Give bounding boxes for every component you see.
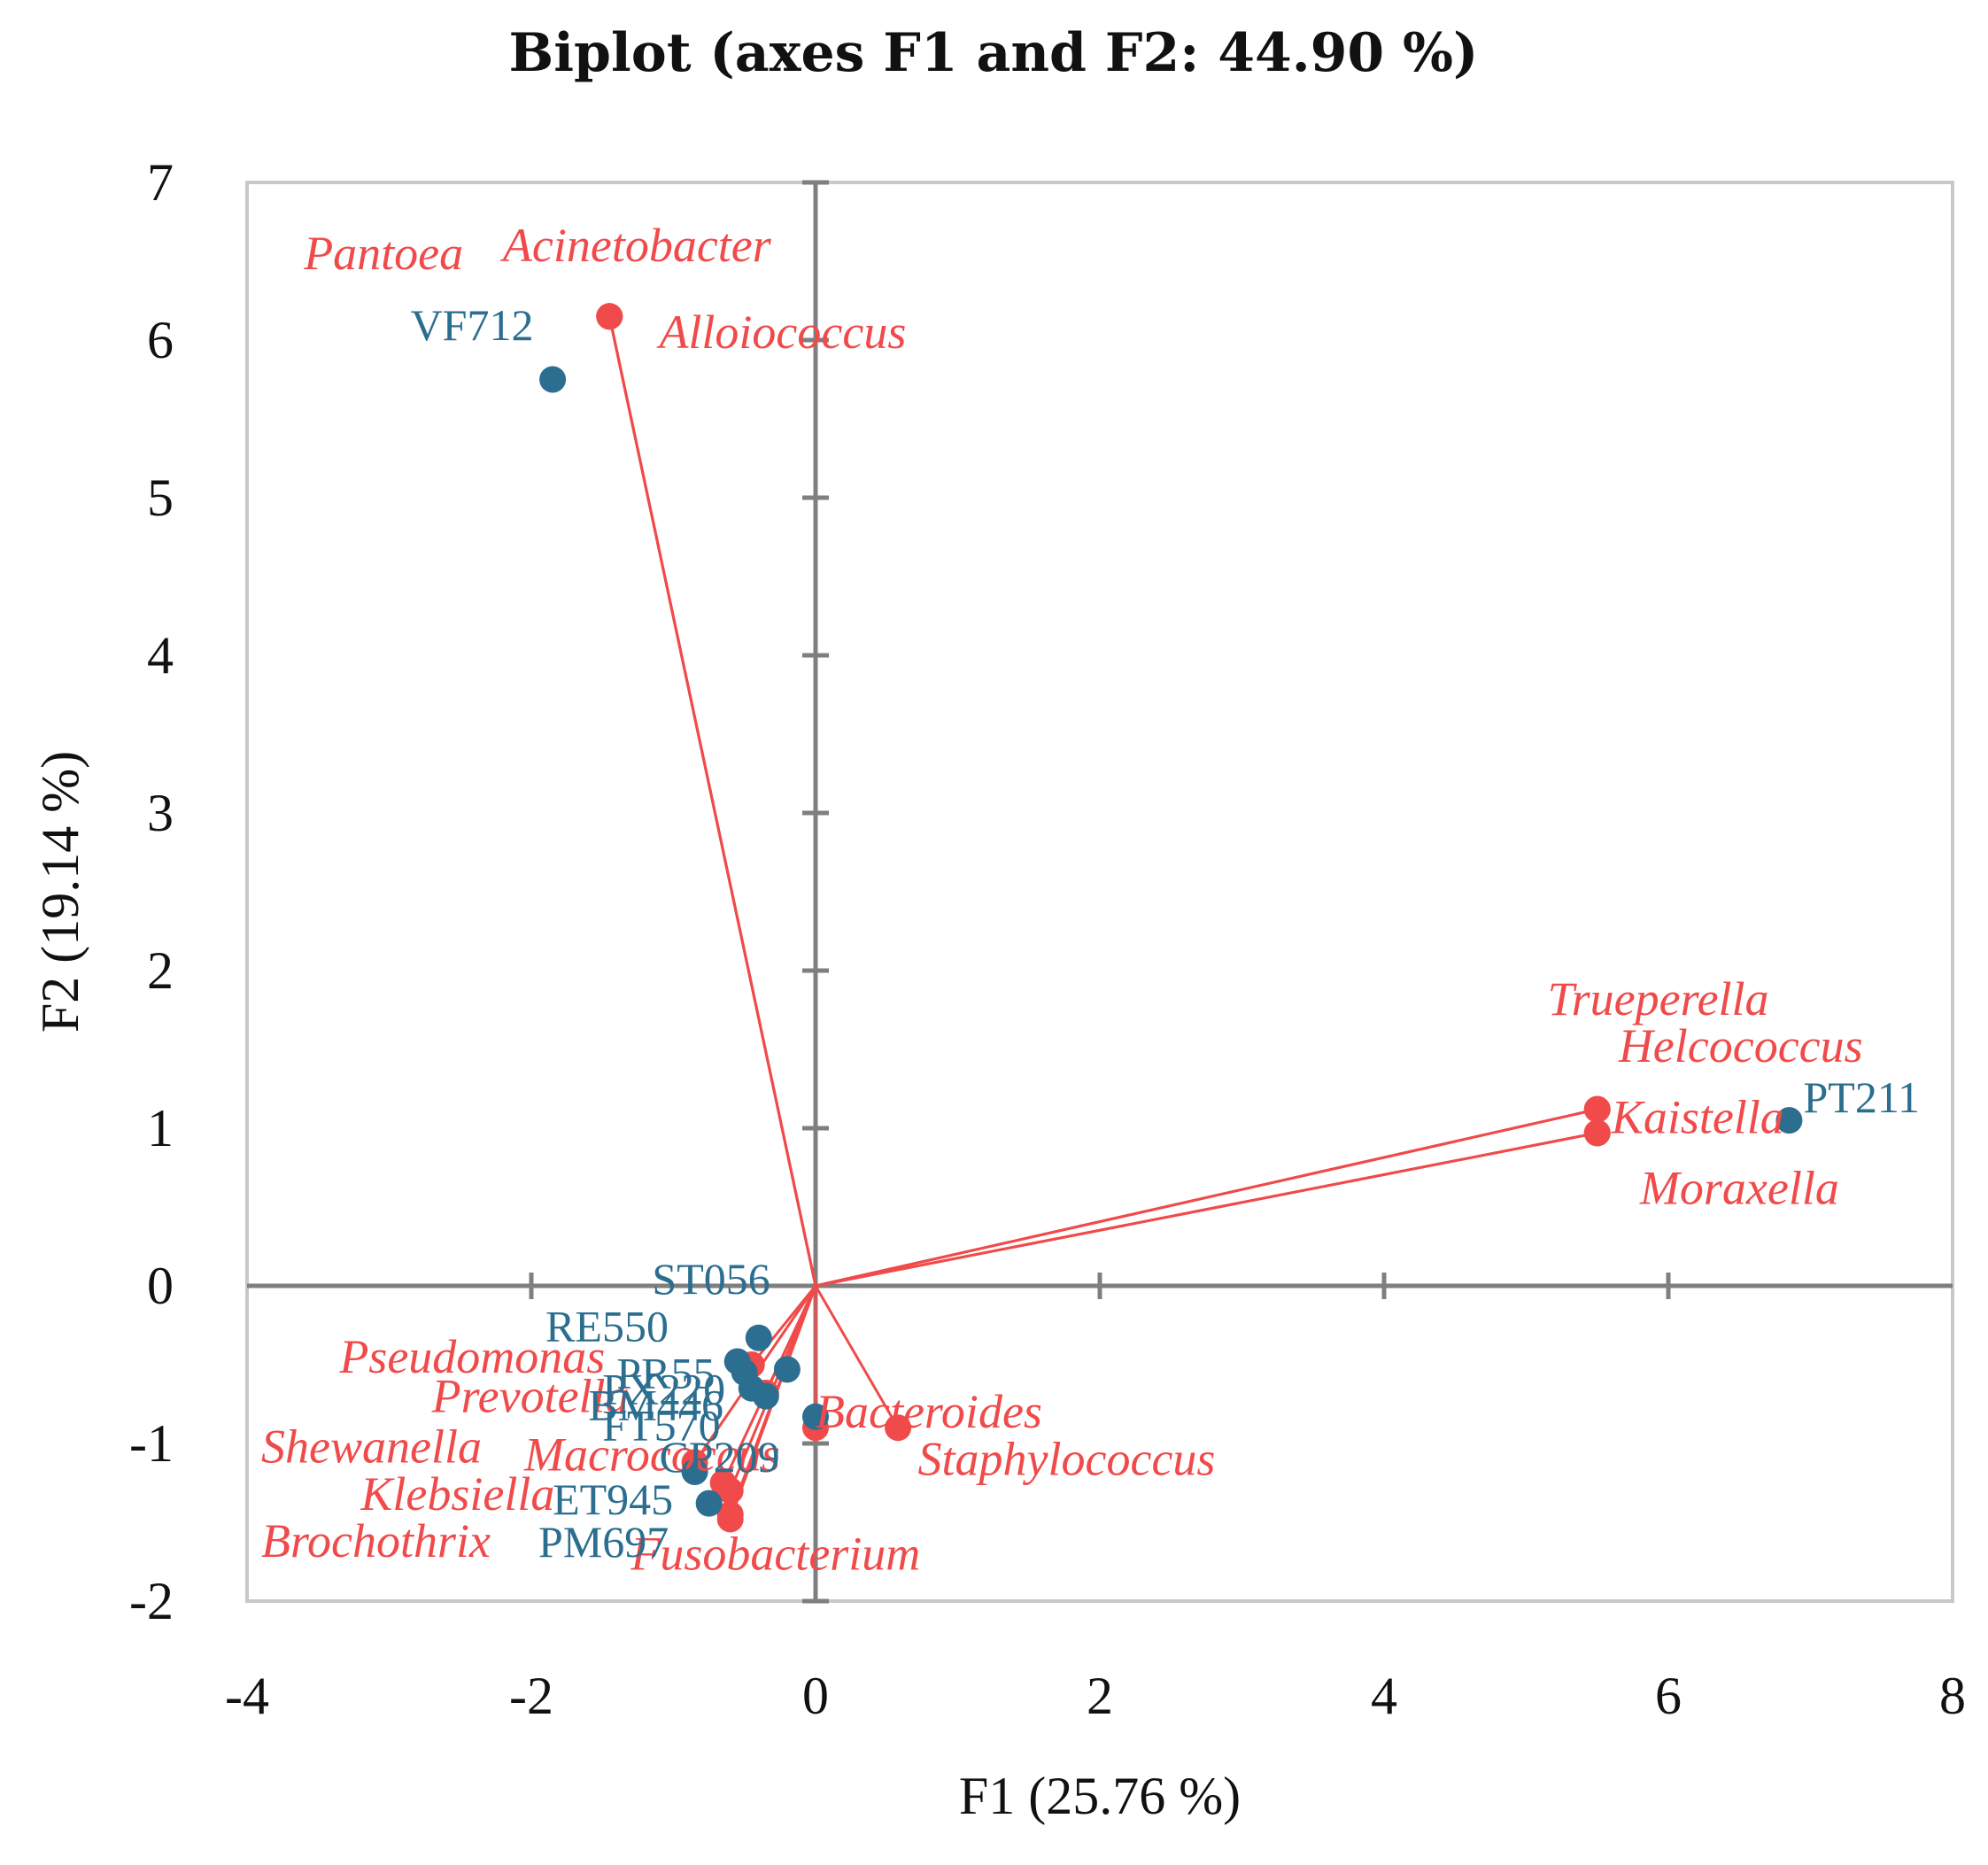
variable-label-fusobacterium: Fusobacterium [630, 1527, 920, 1580]
observation-label-ft570: FT570 [602, 1400, 720, 1450]
observation-point-px220 [773, 1356, 801, 1383]
variable-label-helcococcus: Helcococcus [1618, 1019, 1863, 1072]
observation-label-et945: ET945 [553, 1474, 673, 1524]
observation-point-cp209 [802, 1403, 829, 1430]
observation-label-vf712: VF712 [411, 300, 534, 350]
y-tick-label: 2 [147, 941, 174, 1000]
x-tick-label: -4 [225, 1667, 269, 1725]
x-tick-label: 8 [1939, 1667, 1966, 1725]
variable-point-fusobacterium [716, 1505, 744, 1533]
y-axis-title: F2 (19.14 %) [31, 751, 89, 1033]
y-tick-label: 0 [147, 1257, 174, 1315]
x-tick-label: 0 [802, 1667, 829, 1725]
observation-label-st056: ST056 [652, 1254, 770, 1304]
observation-label-cp209: CP209 [659, 1432, 779, 1482]
observation-point-pm697 [681, 1459, 708, 1486]
variable-point-staphylococcus [885, 1414, 912, 1442]
y-tick-label: 3 [147, 784, 174, 842]
observation-point-st056 [745, 1324, 772, 1351]
variable-label-kaistella: Kaistella [1611, 1090, 1784, 1143]
vector-staphylococcus [814, 1285, 900, 1428]
points-layer [539, 303, 1803, 1533]
x-tick-label: 4 [1371, 1667, 1397, 1725]
y-tick-label: 6 [147, 311, 174, 369]
y-tick-label: 1 [147, 1099, 174, 1157]
variable-label-brochothrix: Brochothrix [261, 1514, 491, 1567]
vector-moraxella [815, 1131, 1598, 1288]
x-tick-label: -2 [509, 1667, 553, 1725]
plot-frame [245, 181, 1954, 1603]
vector-pseudomonas [750, 1285, 817, 1366]
observation-label-bm446: BM446 [588, 1380, 723, 1429]
variable-point-moraxella [1583, 1119, 1611, 1147]
y-tick-label: 7 [147, 153, 174, 212]
variable-label-prevotella: Prevotella [431, 1369, 630, 1422]
observation-point-et945 [695, 1490, 723, 1517]
labels-layer: Acinetobacter Pantoea Alloiococcus Truepere… [261, 219, 1920, 1580]
variable-point-klebsiella [716, 1477, 744, 1505]
variable-label-moraxella: Moraxella [1639, 1161, 1839, 1214]
vector-helcococcus [815, 1108, 1598, 1288]
variable-label-pantoea: Pantoea [303, 227, 463, 280]
variable-label-pseudomonas: Pseudomonas [338, 1330, 605, 1383]
chart-title: Biplot (axes F1 and F2: 44.90 %) [509, 22, 1479, 84]
observation-label-pr55: PR55 [616, 1349, 715, 1398]
observation-label-px220: PX220 [602, 1365, 725, 1414]
variable-label-acinetobacter: Acinetobacter [500, 219, 772, 272]
observation-point-ft570 [752, 1382, 779, 1410]
observation-point-pt211 [1775, 1107, 1803, 1134]
observation-label-pm697: PM697 [538, 1517, 669, 1567]
variable-label-alloiococcus: Alloiococcus [656, 306, 906, 359]
variable-label-trueperella: Trueperella [1548, 972, 1769, 1025]
variable-vectors [607, 315, 1598, 1520]
vector-alloiococcus [607, 315, 817, 1287]
variable-label-klebsiella: Klebsiella [360, 1467, 554, 1521]
variable-label-shewanella: Shewanella [261, 1420, 482, 1473]
variable-point-helcococcus [1583, 1095, 1611, 1123]
observation-label-re550: RE550 [545, 1301, 669, 1350]
variable-label-macrococcus: Macrococcus [523, 1428, 780, 1481]
tick-labels: -2 -1 0 1 2 3 4 5 6 7 -4 -2 0 2 4 6 8 [129, 153, 1966, 1725]
y-tick-label: 5 [147, 468, 174, 527]
variable-point-alloiococcus [596, 303, 623, 330]
y-tick-label: 4 [147, 626, 174, 685]
y-tick-label: -1 [129, 1414, 174, 1473]
x-tick-label: 6 [1655, 1667, 1682, 1725]
variable-label-bacteroides: Bacteroides [816, 1385, 1042, 1438]
observation-label-pt211: PT211 [1803, 1072, 1920, 1122]
x-axis-title: F1 (25.76 %) [959, 1767, 1241, 1825]
observation-point-vf712 [539, 366, 567, 393]
y-tick-label: -2 [129, 1572, 174, 1630]
x-tick-label: 2 [1087, 1667, 1113, 1725]
variable-label-staphylococcus: Staphylococcus [918, 1433, 1216, 1486]
